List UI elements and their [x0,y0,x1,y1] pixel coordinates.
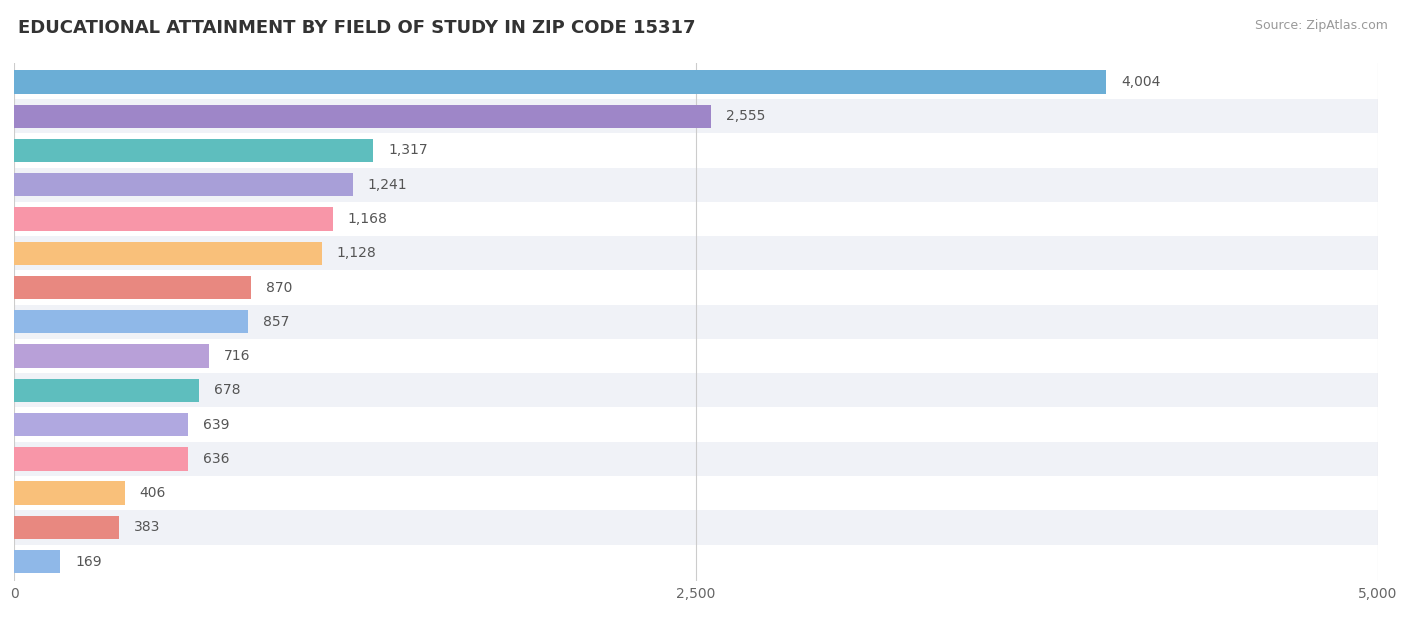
Text: 383: 383 [134,521,160,534]
Bar [14,305,1378,339]
Text: 1,317: 1,317 [388,143,427,158]
Bar [14,65,1378,99]
Bar [14,202,1378,236]
Text: 716: 716 [225,349,250,363]
Bar [14,413,188,436]
Bar [14,276,252,299]
Text: 4,004: 4,004 [1121,75,1160,89]
Bar [14,173,353,196]
Text: 1,168: 1,168 [347,212,388,226]
Bar [14,545,1378,579]
Text: 169: 169 [75,555,101,569]
Bar [14,133,1378,168]
Text: 636: 636 [202,452,229,466]
Text: 2,555: 2,555 [725,109,765,123]
Text: EDUCATIONAL ATTAINMENT BY FIELD OF STUDY IN ZIP CODE 15317: EDUCATIONAL ATTAINMENT BY FIELD OF STUDY… [18,19,696,37]
Text: 678: 678 [214,384,240,398]
Bar [14,510,1378,545]
Bar [14,208,333,231]
Bar [14,379,200,402]
Bar [14,408,1378,442]
Bar [14,339,1378,373]
Bar [14,373,1378,408]
Bar [14,310,247,333]
Text: 639: 639 [204,418,229,432]
Bar [14,236,1378,271]
Bar [14,139,373,162]
Text: 857: 857 [263,315,290,329]
Bar [14,105,711,128]
Bar [14,70,1107,93]
Bar [14,242,322,265]
Bar [14,168,1378,202]
Bar [14,550,60,574]
Bar [14,99,1378,133]
Bar [14,271,1378,305]
Bar [14,516,118,539]
Text: 870: 870 [266,281,292,295]
Text: 1,128: 1,128 [337,246,377,260]
Bar [14,442,1378,476]
Bar [14,447,187,471]
Text: Source: ZipAtlas.com: Source: ZipAtlas.com [1254,19,1388,32]
Text: 1,241: 1,241 [367,178,408,192]
Bar [14,476,1378,510]
Text: 406: 406 [139,486,166,500]
Bar [14,481,125,505]
Bar [14,345,209,368]
